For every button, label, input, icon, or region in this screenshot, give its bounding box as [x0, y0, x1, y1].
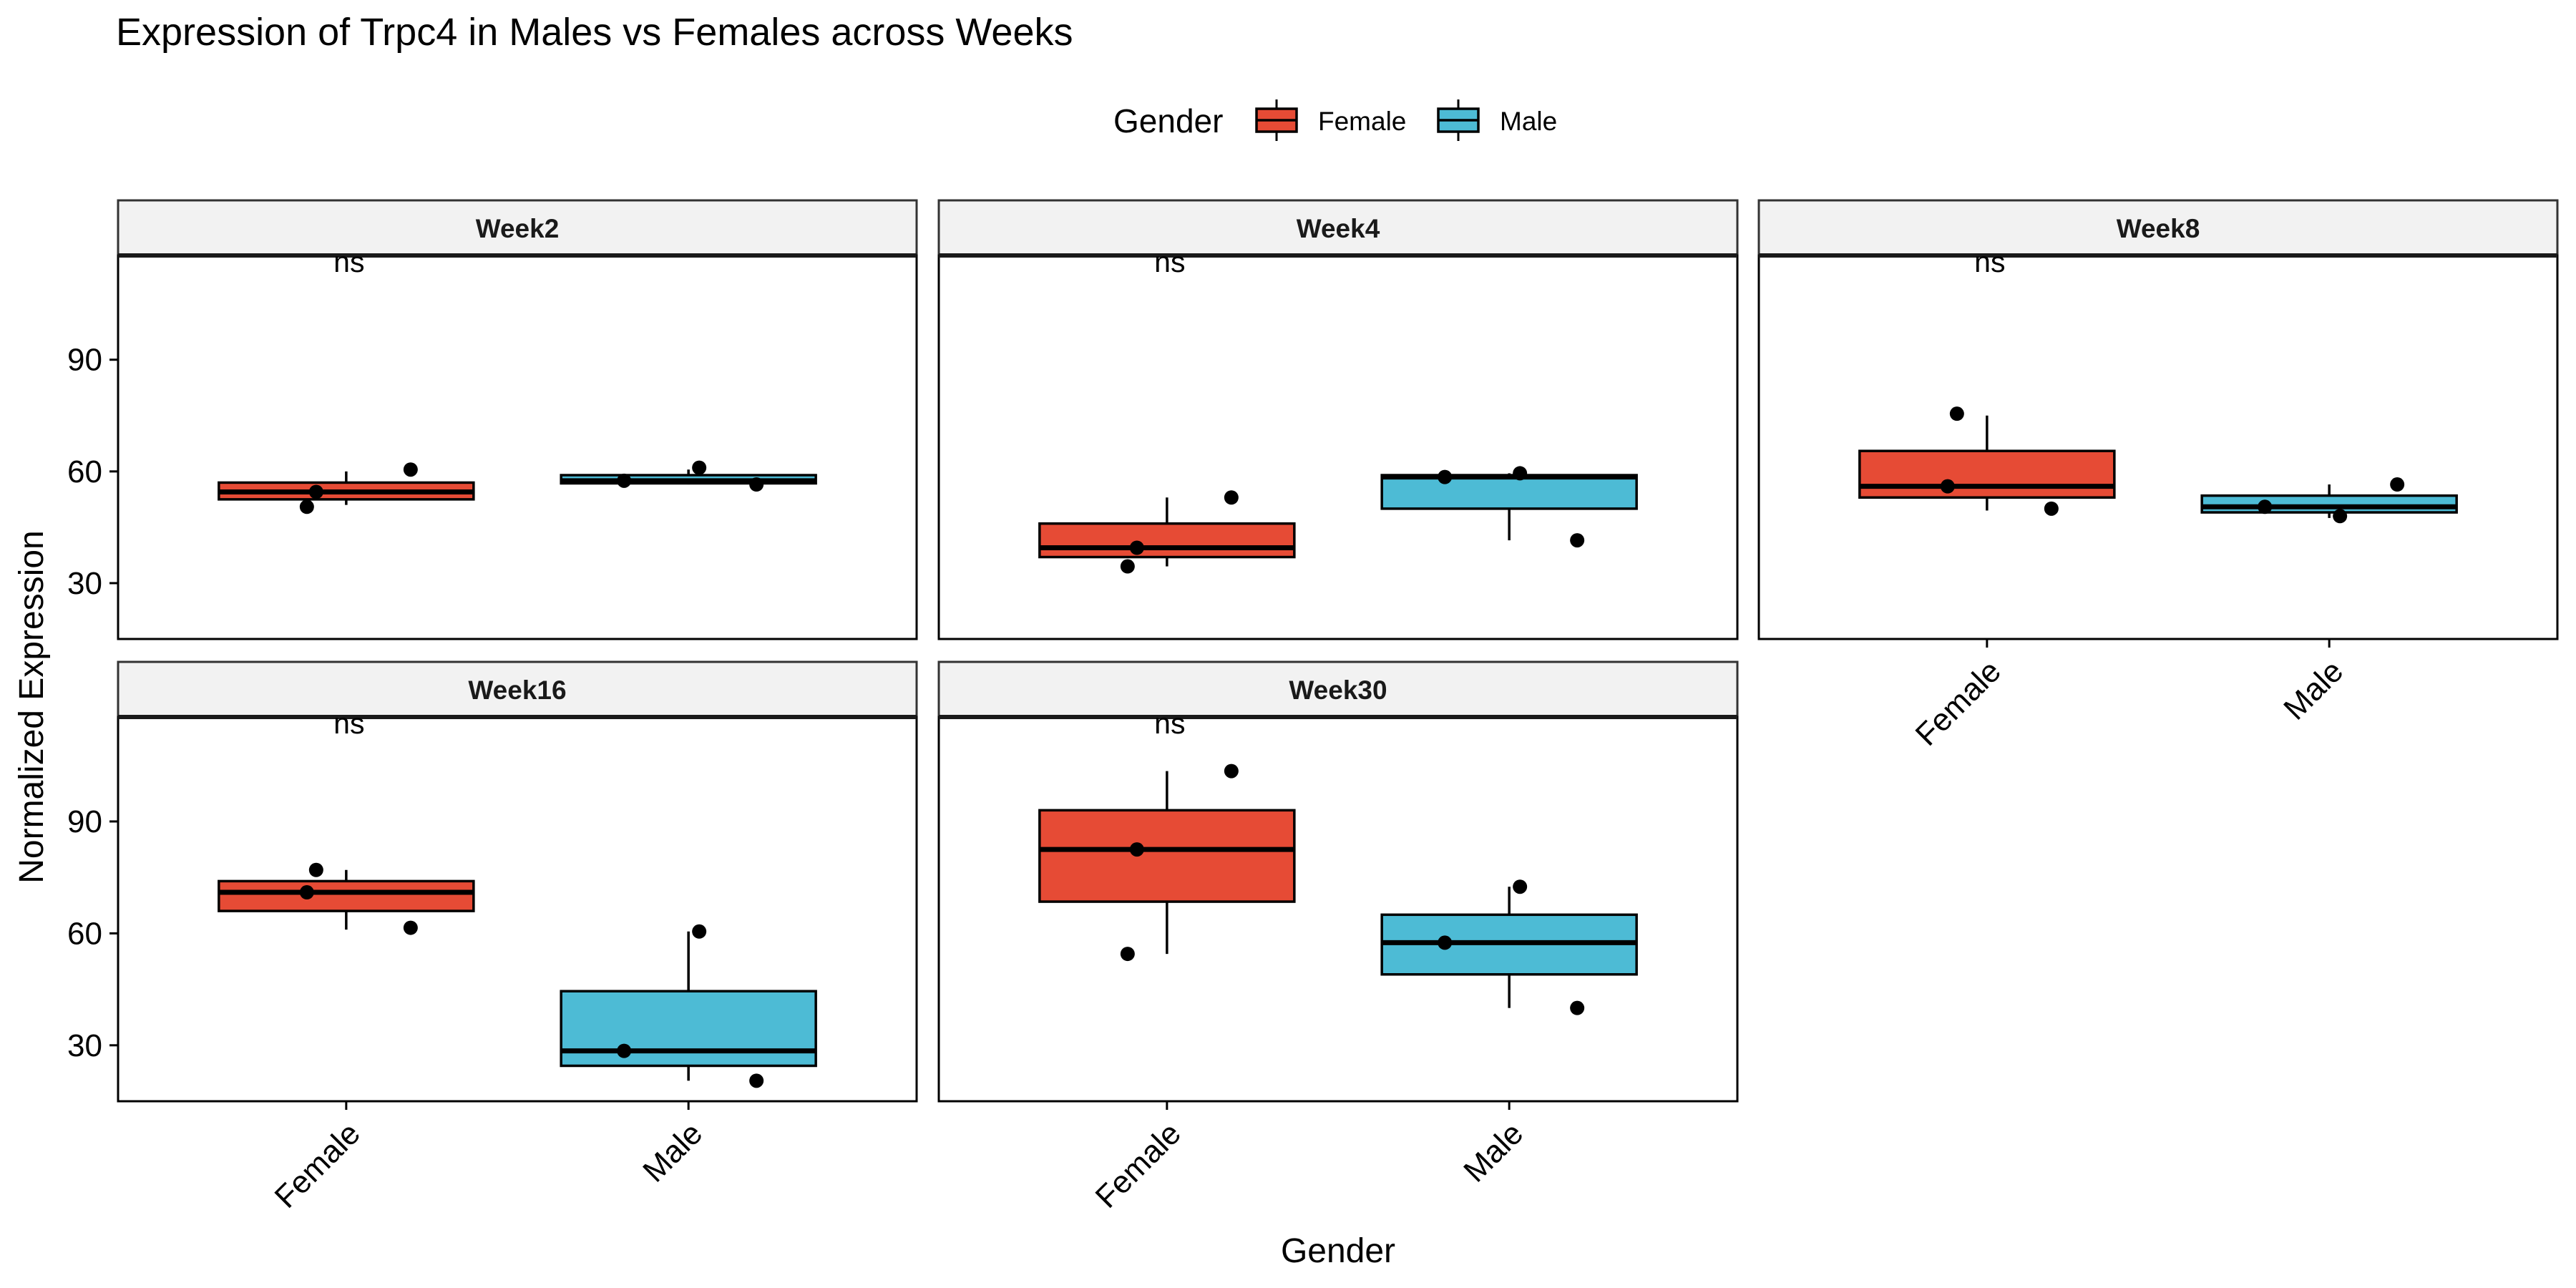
panel-frame: [1757, 254, 2559, 640]
data-point: [749, 1073, 764, 1088]
panel-strip-label: Week8: [2117, 214, 2200, 243]
data-point: [1129, 540, 1144, 555]
data-point: [1570, 1000, 1585, 1015]
box-body: [218, 879, 475, 912]
legend-entry-female: Female: [1255, 99, 1406, 141]
x-axis-label: Gender: [1281, 1232, 1395, 1270]
box-female: [1858, 406, 2116, 516]
panel-strip: [117, 660, 918, 718]
box-body: [1038, 522, 1296, 559]
data-point: [617, 473, 632, 488]
data-point: [1570, 533, 1585, 548]
panel-frame: [937, 254, 1739, 640]
box-body: [1858, 449, 2116, 499]
y-tick-label: 60: [67, 454, 102, 489]
data-point: [2258, 499, 2273, 514]
box-body: [560, 990, 817, 1068]
y-tick-label: 90: [67, 804, 102, 839]
x-tick-label: Male: [2277, 653, 2350, 726]
y-tick-label: 60: [67, 916, 102, 951]
panel-week2: Week2 30 60 90 ns: [67, 199, 918, 640]
data-point: [1224, 490, 1239, 505]
box-female: [218, 462, 475, 514]
data-point: [1438, 935, 1453, 950]
panel-week16: Week16 30 60 90 Female Male ns: [67, 660, 918, 1215]
y-tick-label: 30: [67, 1028, 102, 1063]
panel-frame: [117, 254, 918, 640]
panel-frame: [937, 716, 1739, 1103]
data-point: [1513, 879, 1528, 894]
data-point: [2333, 509, 2348, 524]
legend-label-male: Male: [1500, 107, 1557, 136]
panel-strip: [1757, 199, 2559, 257]
data-point: [2390, 477, 2405, 492]
significance-label: ns: [333, 245, 364, 278]
data-point: [749, 477, 764, 492]
data-point: [299, 885, 314, 900]
box-female: [218, 862, 475, 935]
data-point: [1438, 469, 1453, 484]
panel-strip-label: Week2: [476, 214, 560, 243]
data-point: [1224, 763, 1239, 779]
x-tick-label: Male: [636, 1116, 709, 1189]
data-point: [299, 499, 314, 514]
y-axis-label: Normalized Expression: [13, 530, 51, 884]
box-male: [2200, 477, 2458, 524]
data-point: [1940, 479, 1955, 494]
box-male: [560, 924, 817, 1088]
box-female: [1038, 763, 1296, 962]
box-body: [1380, 474, 1638, 510]
x-tick-label: Female: [1089, 1116, 1188, 1214]
data-point: [308, 484, 323, 499]
box-male: [1380, 466, 1638, 548]
data-point: [403, 920, 418, 935]
data-point: [2044, 501, 2059, 516]
x-tick-label: Male: [1457, 1116, 1530, 1189]
x-tick-label: Female: [1909, 653, 2008, 752]
significance-label: ns: [1974, 245, 2005, 278]
panel-strip-label: Week4: [1297, 214, 1380, 243]
legend: Gender Female Male: [1113, 99, 1557, 141]
data-point: [308, 862, 323, 877]
panel-strip: [117, 199, 918, 257]
box-body: [1038, 809, 1296, 903]
data-point: [1120, 947, 1135, 962]
y-tick-label: 30: [67, 566, 102, 601]
data-point: [692, 460, 707, 475]
data-point: [617, 1043, 632, 1058]
box-female: [1038, 490, 1296, 574]
panel-week4: Week4 ns: [937, 199, 1739, 640]
chart-title: Expression of Trpc4 in Males vs Females …: [116, 11, 1073, 54]
data-point: [1129, 842, 1144, 857]
significance-label: ns: [1154, 245, 1185, 278]
box-male: [1380, 879, 1638, 1015]
legend-title: Gender: [1113, 102, 1223, 140]
panel-week8: Week8 Female Male ns: [1757, 199, 2559, 753]
significance-label: ns: [1154, 707, 1185, 740]
data-point: [692, 924, 707, 939]
legend-entry-male: Male: [1437, 99, 1557, 141]
data-point: [1949, 406, 1964, 421]
x-tick-label: Female: [268, 1116, 367, 1214]
panel-week30: Week30 Female Male ns: [937, 660, 1739, 1215]
y-tick-label: 90: [67, 343, 102, 378]
box-male: [560, 460, 817, 492]
box-body: [2200, 494, 2458, 514]
data-point: [1513, 466, 1528, 481]
significance-label: ns: [333, 707, 364, 740]
data-point: [403, 462, 418, 477]
panel-strip-label: Week16: [468, 675, 566, 705]
panel-strip-label: Week30: [1289, 675, 1387, 705]
data-point: [1120, 559, 1135, 574]
legend-label-female: Female: [1318, 107, 1406, 136]
